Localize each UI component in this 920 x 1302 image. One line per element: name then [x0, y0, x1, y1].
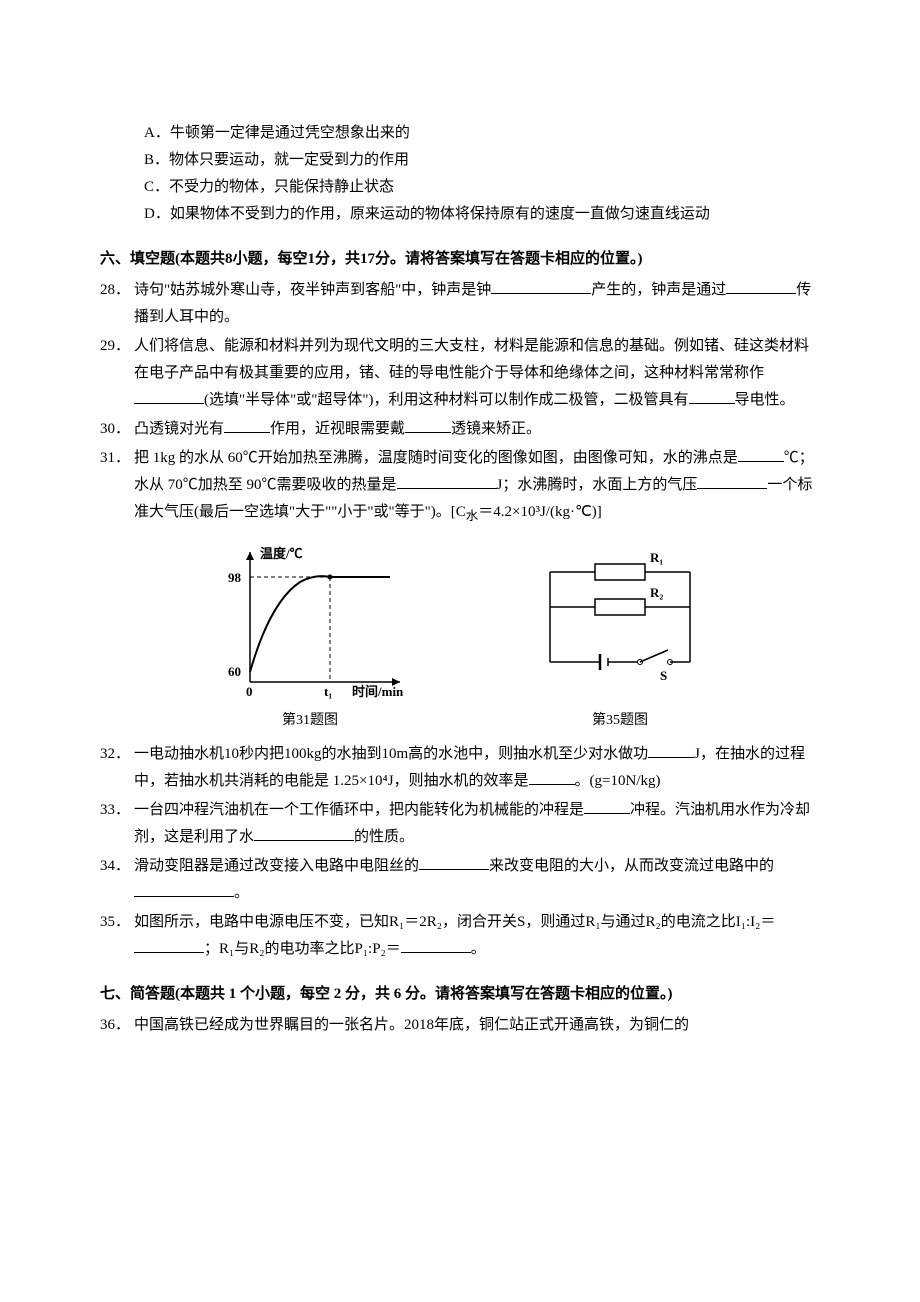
figure-row: 温度/℃ 98 60 0 t₁ 时间/min 第31题图 R₁ R₂ — [100, 542, 820, 733]
blank[interactable] — [405, 417, 451, 433]
q27-option-d: D．如果物体不受到力的作用，原来运动的物体将保持原有的速度一直做匀速直线运动 — [144, 201, 820, 228]
qbody: 把 1kg 的水从 60℃开始加热至沸腾，温度随时间变化的图像如图，由图像可知，… — [134, 445, 820, 528]
option-text: A．牛顿第一定律是通过凭空想象出来的 — [144, 125, 410, 141]
text: J；水沸腾时，水面上方的气压 — [497, 477, 698, 493]
x1: t₁ — [324, 684, 332, 699]
q27-option-b: B．物体只要运动，就一定受到力的作用 — [144, 147, 820, 174]
text: 把 1kg 的水从 60℃开始加热至沸腾，温度随时间变化的图像如图，由图像可知，… — [134, 450, 738, 466]
blank[interactable] — [529, 769, 575, 785]
question-30: 30． 凸透镜对光有 作用，近视眼需要戴 透镜来矫正。 — [100, 416, 820, 443]
qnum: 35． — [100, 909, 134, 963]
option-text: C．不受力的物体，只能保持静止状态 — [144, 179, 394, 195]
section-6-header: 六、填空题(本题共8小题，每空1分，共17分。请将答案填写在答题卡相应的位置。) — [100, 246, 820, 273]
blank[interactable] — [134, 937, 204, 953]
q27-option-a: A．牛顿第一定律是通过凭空想象出来的 — [144, 120, 820, 147]
question-35: 35． 如图所示，电路中电源电压不变，已知R₁＝2R₂，闭合开关S，则通过R₁与… — [100, 909, 820, 963]
ylabel: 温度/℃ — [260, 546, 303, 561]
blank[interactable] — [491, 278, 591, 294]
blank[interactable] — [134, 881, 234, 897]
blank[interactable] — [697, 473, 767, 489]
text: ；R₁与R₂的电功率之比P₁:P₂＝ — [204, 941, 401, 957]
question-34: 34． 滑动变阻器是通过改变接入电路中电阻丝的 来改变电阻的大小，从而改变流过电路… — [100, 853, 820, 907]
qbody: 中国高铁已经成为世界瞩目的一张名片。2018年底，铜仁站正式开通高铁，为铜仁的 — [134, 1012, 820, 1039]
qbody: 诗句"姑苏城外寒山寺，夜半钟声到客船"中，钟声是钟产生的，钟声是通过传播到人耳中… — [134, 277, 820, 331]
figure-35-caption: 第35题图 — [592, 708, 648, 733]
text: 一电动抽水机10秒内把100kg的水抽到10m高的水池中，则抽水机至少对水做功 — [134, 746, 648, 762]
text: 。(g=10N/kg) — [575, 773, 661, 789]
text: 中国高铁已经成为世界瞩目的一张名片。2018年底，铜仁站正式开通高铁，为铜仁的 — [134, 1017, 689, 1033]
figure-31-caption: 第31题图 — [282, 708, 338, 733]
blank[interactable] — [134, 388, 204, 404]
question-31: 31． 把 1kg 的水从 60℃开始加热至沸腾，温度随时间变化的图像如图，由图… — [100, 445, 820, 528]
qnum: 33． — [100, 797, 134, 851]
qbody: 凸透镜对光有 作用，近视眼需要戴 透镜来矫正。 — [134, 416, 820, 443]
y0: 60 — [228, 664, 241, 679]
qbody: 滑动变阻器是通过改变接入电路中电阻丝的 来改变电阻的大小，从而改变流过电路中的。 — [134, 853, 820, 907]
text: 。 — [234, 885, 249, 901]
question-32: 32． 一电动抽水机10秒内把100kg的水抽到10m高的水池中，则抽水机至少对… — [100, 741, 820, 795]
text: 如图所示，电路中电源电压不变，已知R₁＝2R₂，闭合开关S，则通过R₁与通过R₂… — [134, 914, 775, 930]
text: 一台四冲程汽油机在一个工作循环中，把内能转化为机械能的冲程是 — [134, 802, 584, 818]
text: 。 — [471, 941, 486, 957]
text: 滑动变阻器是通过改变接入电路中电阻丝的 — [134, 858, 419, 874]
text: 导电性。 — [735, 392, 795, 408]
option-text: D．如果物体不受到力的作用，原来运动的物体将保持原有的速度一直做匀速直线运动 — [144, 206, 710, 222]
question-28: 28． 诗句"姑苏城外寒山寺，夜半钟声到客船"中，钟声是钟产生的，钟声是通过传播… — [100, 277, 820, 331]
r1-label: R₁ — [650, 552, 663, 565]
qnum: 32． — [100, 741, 134, 795]
qbody: 人们将信息、能源和材料并列为现代文明的三大支柱，材料是能源和信息的基础。例如锗、… — [134, 333, 820, 414]
qnum: 31． — [100, 445, 134, 528]
qnum: 36． — [100, 1012, 134, 1039]
blank[interactable] — [689, 388, 735, 404]
qbody: 如图所示，电路中电源电压不变，已知R₁＝2R₂，闭合开关S，则通过R₁与通过R₂… — [134, 909, 820, 963]
subscript: 水 — [466, 509, 479, 523]
question-29: 29． 人们将信息、能源和材料并列为现代文明的三大支柱，材料是能源和信息的基础。… — [100, 333, 820, 414]
q27-option-c: C．不受力的物体，只能保持静止状态 — [144, 174, 820, 201]
text: ＝4.2×10³J/(kg·℃)] — [478, 504, 602, 520]
figure-35: R₁ R₂ S 第35题图 — [530, 552, 710, 733]
circuit-35: R₁ R₂ S — [530, 552, 710, 702]
blank[interactable] — [224, 417, 270, 433]
text: 的性质。 — [354, 829, 414, 845]
text: 透镜来矫正。 — [451, 421, 541, 437]
switch-label: S — [660, 668, 667, 683]
qnum: 34． — [100, 853, 134, 907]
blank[interactable] — [254, 825, 354, 841]
text: 人们将信息、能源和材料并列为现代文明的三大支柱，材料是能源和信息的基础。例如锗、… — [134, 338, 809, 381]
blank[interactable] — [738, 446, 784, 462]
qnum: 28． — [100, 277, 134, 331]
blank[interactable] — [401, 937, 471, 953]
question-36: 36． 中国高铁已经成为世界瞩目的一张名片。2018年底，铜仁站正式开通高铁，为… — [100, 1012, 820, 1039]
text: (选填"半导体"或"超导体")，利用这种材料可以制作成二极管，二极管具有 — [204, 392, 689, 408]
option-text: B．物体只要运动，就一定受到力的作用 — [144, 152, 409, 168]
question-33: 33． 一台四冲程汽油机在一个工作循环中，把内能转化为机械能的冲程是冲程。汽油机… — [100, 797, 820, 851]
section-7-header: 七、简答题(本题共 1 个小题，每空 2 分，共 6 分。请将答案填写在答题卡相… — [100, 981, 820, 1008]
chart-31: 温度/℃ 98 60 0 t₁ 时间/min — [210, 542, 410, 702]
text: 凸透镜对光有 — [134, 421, 224, 437]
figure-31: 温度/℃ 98 60 0 t₁ 时间/min 第31题图 — [210, 542, 410, 733]
xlabel: 时间/min — [352, 684, 404, 699]
qbody: 一电动抽水机10秒内把100kg的水抽到10m高的水池中，则抽水机至少对水做功J… — [134, 741, 820, 795]
text: 来改变电阻的大小，从而改变流过电路中的 — [489, 858, 774, 874]
text: 作用，近视眼需要戴 — [270, 421, 405, 437]
blank[interactable] — [648, 742, 694, 758]
qnum: 29． — [100, 333, 134, 414]
text: 产生的，钟声是通过 — [591, 282, 726, 298]
text: 诗句"姑苏城外寒山寺，夜半钟声到客船"中，钟声是钟 — [134, 282, 491, 298]
blank[interactable] — [584, 798, 630, 814]
blank[interactable] — [726, 278, 796, 294]
blank[interactable] — [419, 854, 489, 870]
blank[interactable] — [397, 473, 497, 489]
r2-label: R₂ — [650, 585, 663, 600]
y1: 98 — [228, 570, 242, 585]
x0: 0 — [246, 684, 253, 699]
qbody: 一台四冲程汽油机在一个工作循环中，把内能转化为机械能的冲程是冲程。汽油机用水作为… — [134, 797, 820, 851]
qnum: 30． — [100, 416, 134, 443]
